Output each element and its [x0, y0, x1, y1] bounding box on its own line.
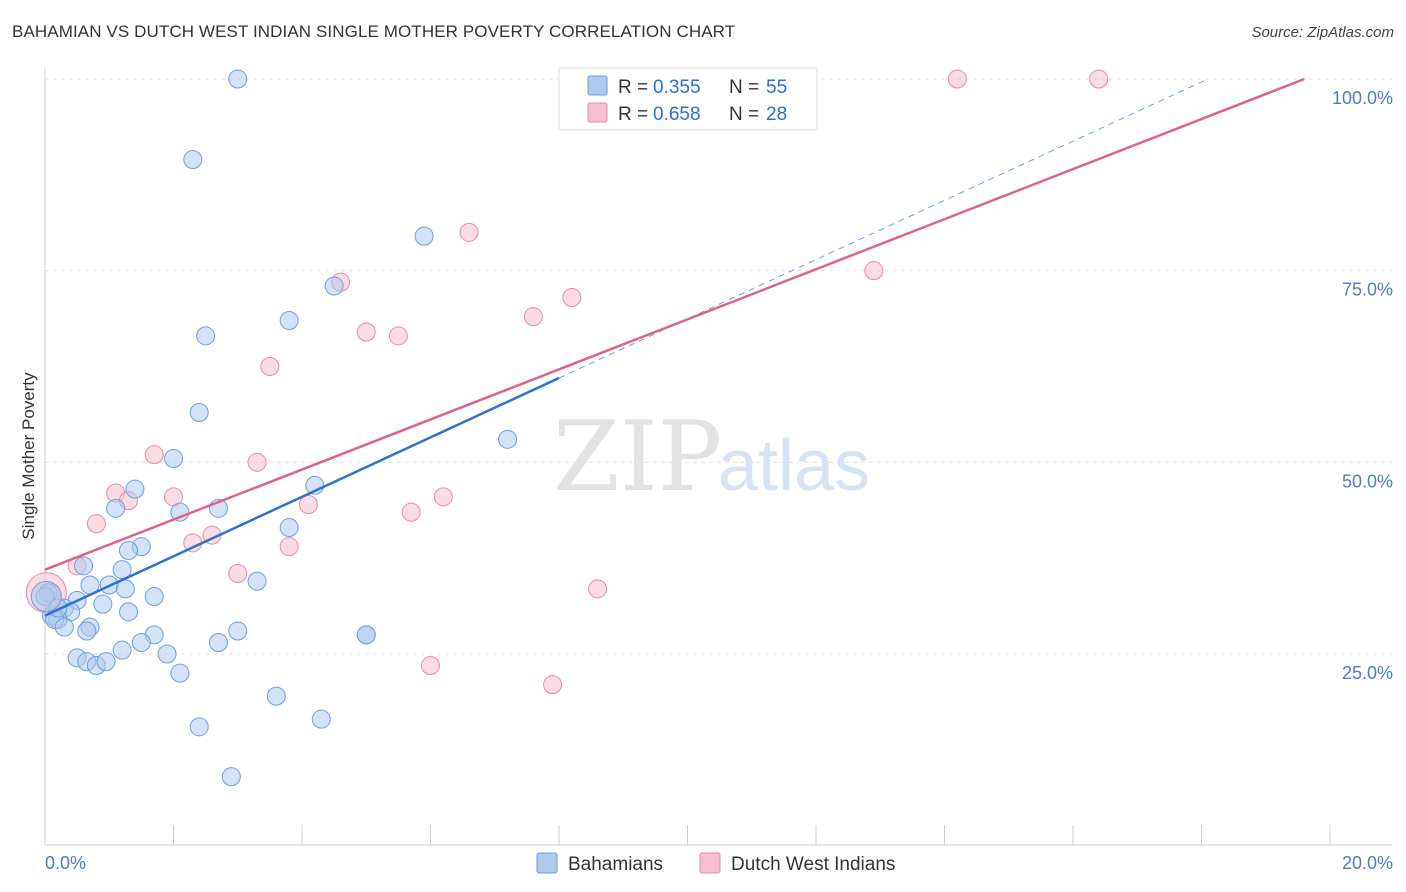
dutch-west-indians-point-6 [523, 307, 543, 327]
bahamians-point-32 [54, 617, 74, 637]
bahamians-point-39 [131, 633, 151, 652]
dutch-west-indians-point-7 [356, 322, 376, 342]
trend-lines [44, 77, 1305, 617]
dutch-west-indians-point-17 [401, 502, 421, 522]
chart-title: BAHAMIAN VS DUTCH WEST INDIAN SINGLE MOT… [12, 22, 736, 41]
legend-r-value-dutch-west-indians: 0.658 [653, 104, 701, 125]
dutch-west-indians-point-18 [86, 514, 106, 534]
bahamians-point-38 [356, 625, 376, 645]
series-legend-swatch-bahamians [536, 852, 558, 874]
bahamians-trend-extension [558, 78, 1209, 379]
watermark-atlas: atlas [718, 426, 870, 506]
dutch-west-indians-point-11 [247, 452, 267, 472]
bahamians-points [30, 69, 518, 787]
dutch-west-indians-point-8 [388, 326, 408, 346]
bahamians-point-46 [96, 652, 116, 672]
bahamians-point-50 [189, 717, 209, 737]
legend-r-value-bahamians: 0.355 [653, 77, 701, 98]
dutch-west-indians-point-2 [459, 222, 479, 242]
bahamians-point-7 [498, 429, 518, 449]
series-legend-label-dutch-west-indians: Dutch West Indians [731, 854, 895, 875]
x-tick-label-max: 20.0% [1342, 853, 1393, 873]
y-tick-label-100: 100.0% [1332, 88, 1393, 108]
bahamians-point-8 [164, 449, 183, 468]
bahamians-point-11 [106, 498, 126, 518]
bahamians-point-4 [279, 311, 299, 330]
y-tick-labels: 25.0% 50.0% 75.0% 100.0% [1332, 88, 1393, 683]
legend-n-label-dutch-west-indians: N = [729, 104, 759, 125]
y-tick-label-75: 75.0% [1342, 280, 1393, 300]
grid-lines [45, 78, 1392, 655]
dutch-west-indians-trend-line [44, 77, 1305, 571]
bahamians-point-0 [228, 69, 248, 89]
dutch-west-indians-point-5 [562, 288, 582, 307]
axes [44, 68, 1392, 846]
stats-legend: R = 0.355 N = 55 R = 0.658 N = 28 [558, 67, 818, 131]
chart-source: Source: ZipAtlas.com [1251, 24, 1394, 41]
dutch-west-indians-point-23 [228, 564, 248, 583]
bahamians-point-16 [119, 541, 139, 560]
bahamians-point-19 [247, 571, 267, 591]
legend-n-value-dutch-west-indians: 28 [766, 104, 787, 125]
dutch-west-indians-point-21 [279, 537, 299, 557]
bahamians-point-17 [74, 556, 94, 576]
bahamians-point-42 [157, 644, 177, 664]
legend-swatch-dutch-west-indians [587, 102, 608, 123]
series-legend: Bahamians Dutch West Indians [536, 852, 895, 875]
dutch-west-indians-point-27 [543, 675, 563, 695]
bahamians-trend-line [44, 376, 560, 617]
bahamians-point-28 [119, 602, 139, 622]
bahamians-point-40 [208, 633, 228, 652]
legend-n-value-bahamians: 55 [766, 77, 787, 98]
bahamians-point-10 [125, 479, 145, 499]
watermark-zip: ZIP [553, 401, 722, 513]
dutch-west-indians-point-16 [298, 495, 318, 514]
dutch-west-indians-point-1 [1089, 69, 1109, 89]
bahamians-point-2 [414, 226, 434, 246]
series-legend-label-bahamians: Bahamians [568, 854, 663, 875]
x-ticks [44, 825, 1331, 845]
bahamians-point-3 [324, 276, 344, 296]
bahamians-point-48 [266, 686, 286, 706]
bahamians-point-34 [77, 621, 97, 641]
y-axis-title: Single Mother Poverty [19, 372, 38, 540]
legend-swatch-bahamians [587, 75, 608, 96]
dutch-west-indians-point-4 [864, 261, 884, 281]
y-tick-label-25: 25.0% [1342, 663, 1393, 683]
bahamians-point-35 [228, 621, 248, 641]
dutch-west-indians-point-9 [260, 357, 280, 376]
bahamians-point-6 [189, 403, 209, 422]
series-legend-swatch-dutch-west-indians [699, 852, 721, 874]
dutch-west-indians-point-0 [947, 69, 967, 89]
bahamians-point-23 [144, 587, 164, 606]
bahamians-point-47 [170, 663, 190, 683]
dutch-west-indians-point-14 [433, 487, 453, 507]
bahamians-point-1 [183, 150, 203, 169]
bahamians-point-25 [93, 594, 113, 614]
dutch-west-indians-point-26 [421, 656, 440, 675]
bahamians-point-5 [196, 326, 216, 346]
y-tick-label-50: 50.0% [1342, 471, 1393, 491]
x-tick-label-min: 0.0% [45, 853, 86, 873]
bahamians-point-14 [279, 518, 299, 537]
bahamians-cluster-bubble [30, 581, 62, 612]
dutch-west-indians-point-24 [588, 579, 608, 599]
bahamians-point-41 [112, 640, 132, 660]
legend-n-label-bahamians: N = [729, 77, 759, 98]
bahamians-point-49 [311, 709, 331, 729]
legend-r-label-dutch-west-indians: R = [618, 104, 648, 125]
dutch-west-indians-point-10 [144, 445, 164, 465]
bahamians-point-51 [221, 767, 241, 787]
legend-r-label-bahamians: R = [618, 77, 648, 98]
